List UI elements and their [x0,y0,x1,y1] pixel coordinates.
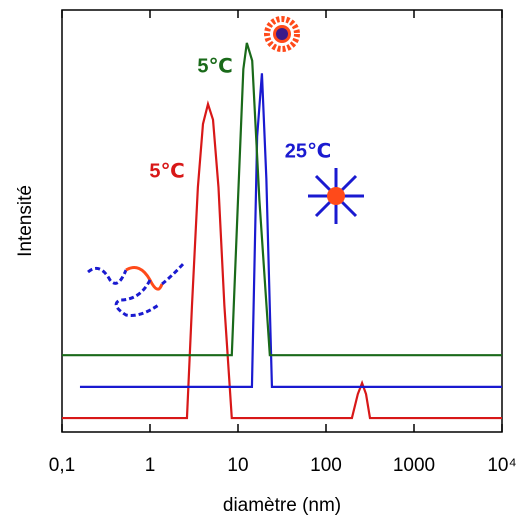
x-tick-label: 1 [145,455,156,476]
x-tick-label: 1000 [393,455,435,476]
series-label: 5℃ [197,55,232,77]
plot-frame [61,9,503,433]
chain-icon [87,260,187,317]
series-label: 5℃ [149,160,184,182]
x-axis-label: diamètre (nm) [223,495,341,516]
line [79,73,502,388]
star-icon [308,168,364,224]
line [62,42,502,357]
x-tick-label: 0,1 [49,455,75,476]
micelle-icon [264,16,300,52]
x-tick-label: 100 [310,455,342,476]
line [62,100,502,420]
x-tick-label: 10 [227,455,248,476]
y-axis-label: Intensité [15,185,36,257]
x-tick-label: 10⁴ [487,455,516,476]
series-label: 25℃ [285,140,331,162]
